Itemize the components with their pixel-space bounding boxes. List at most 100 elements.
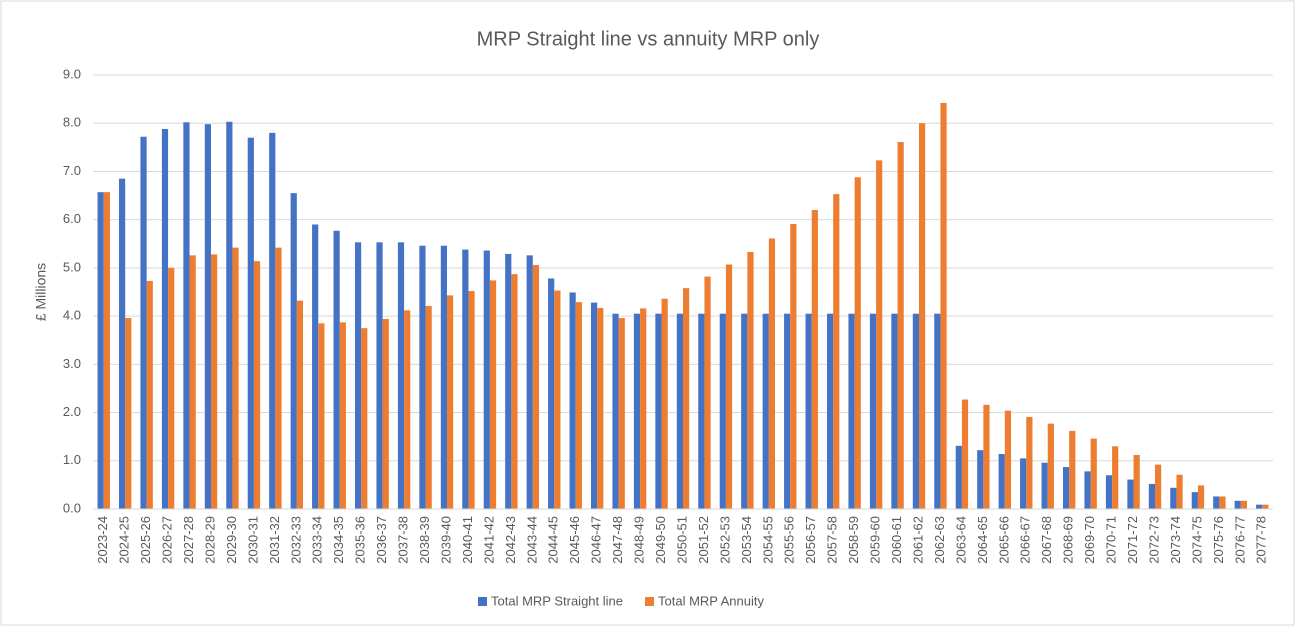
bar (655, 313, 662, 509)
y-tick-label: 0.0 (63, 500, 81, 515)
bar (597, 307, 604, 509)
bar (912, 313, 919, 509)
x-tick-label: 2025-26 (138, 516, 153, 564)
bar (483, 250, 490, 510)
x-tick-label: 2044-45 (546, 516, 561, 564)
x-tick-label: 2067-68 (1039, 516, 1054, 564)
x-tick-label: 2027-28 (181, 516, 196, 564)
bar (161, 129, 169, 509)
bar (977, 450, 984, 509)
x-tick-label: 2068-69 (1061, 516, 1076, 564)
bar (97, 192, 104, 509)
bar (633, 313, 641, 509)
bar (404, 310, 411, 509)
x-tick-label: 2075-76 (1211, 516, 1226, 564)
bar (1004, 410, 1012, 509)
bar (253, 261, 261, 509)
bar (1069, 430, 1076, 509)
bar (747, 251, 754, 509)
bar (103, 192, 110, 509)
x-tick-label: 2058-59 (846, 516, 861, 564)
x-tick-label: 2045-46 (567, 516, 582, 564)
x-tick-label: 2043-44 (524, 516, 539, 564)
x-tick-label: 2073-74 (1168, 516, 1183, 564)
bar (526, 255, 533, 509)
bar (339, 322, 346, 509)
bar (312, 224, 319, 509)
x-tick-label: 2059-60 (868, 516, 883, 564)
bar (784, 313, 791, 509)
bar (125, 318, 132, 509)
bar (440, 245, 447, 509)
bar (725, 264, 733, 509)
x-tick-label: 2033-34 (310, 516, 325, 564)
x-tick-label: 2035-36 (353, 516, 368, 564)
bar (919, 123, 926, 509)
bar (940, 102, 947, 510)
bar (269, 132, 276, 509)
bar (1219, 496, 1226, 509)
bar (232, 247, 239, 509)
bar (462, 249, 469, 509)
x-tick-label: 2060-61 (889, 516, 904, 564)
bar (290, 193, 297, 509)
bar (1041, 462, 1048, 509)
bar (1176, 474, 1183, 509)
bar (575, 302, 582, 509)
x-tick-label: 2038-39 (417, 516, 432, 564)
bar (768, 238, 776, 509)
bar (961, 399, 969, 509)
bar (447, 295, 454, 509)
y-tick-label: 7.0 (63, 163, 81, 178)
y-tick-label: 9.0 (63, 66, 81, 81)
bar (876, 160, 883, 509)
x-tick-label: 2048-49 (632, 516, 647, 564)
bar (419, 245, 426, 509)
bar (489, 280, 497, 509)
bar (1084, 471, 1091, 509)
bar (826, 313, 834, 509)
x-tick-label: 2071-72 (1125, 516, 1140, 564)
y-tick-label: 2.0 (63, 404, 81, 419)
y-tick-label: 3.0 (63, 356, 81, 371)
x-tick-label: 2037-38 (396, 516, 411, 564)
bar (1127, 479, 1134, 509)
y-tick-label: 4.0 (63, 308, 81, 323)
y-tick-label: 1.0 (63, 452, 81, 467)
bar (505, 253, 512, 509)
bar (934, 313, 941, 509)
bar (376, 242, 383, 509)
x-tick-label: 2034-35 (331, 516, 346, 564)
x-tick-label: 2052-53 (717, 516, 732, 564)
bar (719, 313, 726, 509)
bar (226, 121, 233, 509)
x-tick-label: 2031-32 (267, 516, 282, 564)
bar (1026, 416, 1033, 509)
bar (140, 136, 147, 510)
x-tick-label: 2069-70 (1082, 516, 1097, 564)
bar (361, 328, 368, 509)
x-tick-label: 2054-55 (760, 516, 775, 564)
x-tick-label: 2077-78 (1254, 516, 1269, 564)
bar (247, 137, 254, 509)
bar (762, 313, 769, 509)
bar (382, 319, 389, 509)
bar (532, 264, 540, 509)
x-tick-label: 2023-24 (95, 516, 110, 564)
x-tick-label: 2041-42 (481, 516, 496, 564)
bar (1234, 500, 1241, 509)
bar (1155, 464, 1162, 509)
bar (848, 313, 855, 509)
bar (983, 404, 990, 509)
bar (741, 313, 748, 509)
bar (511, 274, 518, 509)
bar (854, 177, 861, 509)
bar (676, 313, 683, 509)
x-tick-label: 2056-57 (803, 516, 818, 564)
bar (1262, 504, 1269, 509)
x-tick-label: 2072-73 (1146, 516, 1161, 564)
bar (318, 323, 325, 509)
x-tick-label: 2046-47 (589, 516, 604, 564)
x-tick-label: 2050-51 (674, 516, 689, 564)
